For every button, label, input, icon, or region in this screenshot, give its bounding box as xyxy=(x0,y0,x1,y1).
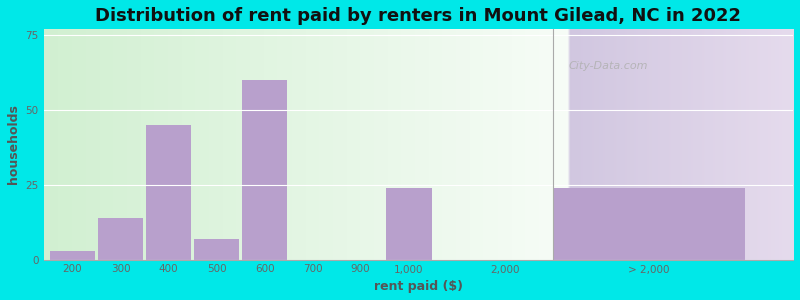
Bar xyxy=(98,218,143,260)
Bar xyxy=(194,239,239,260)
Y-axis label: households: households xyxy=(7,104,20,184)
Bar xyxy=(553,188,745,260)
Bar xyxy=(386,188,431,260)
Title: Distribution of rent paid by renters in Mount Gilead, NC in 2022: Distribution of rent paid by renters in … xyxy=(95,7,742,25)
X-axis label: rent paid ($): rent paid ($) xyxy=(374,280,463,293)
Bar xyxy=(242,80,287,260)
Text: City-Data.com: City-Data.com xyxy=(568,61,648,71)
Bar xyxy=(146,125,191,260)
Bar xyxy=(50,251,95,260)
